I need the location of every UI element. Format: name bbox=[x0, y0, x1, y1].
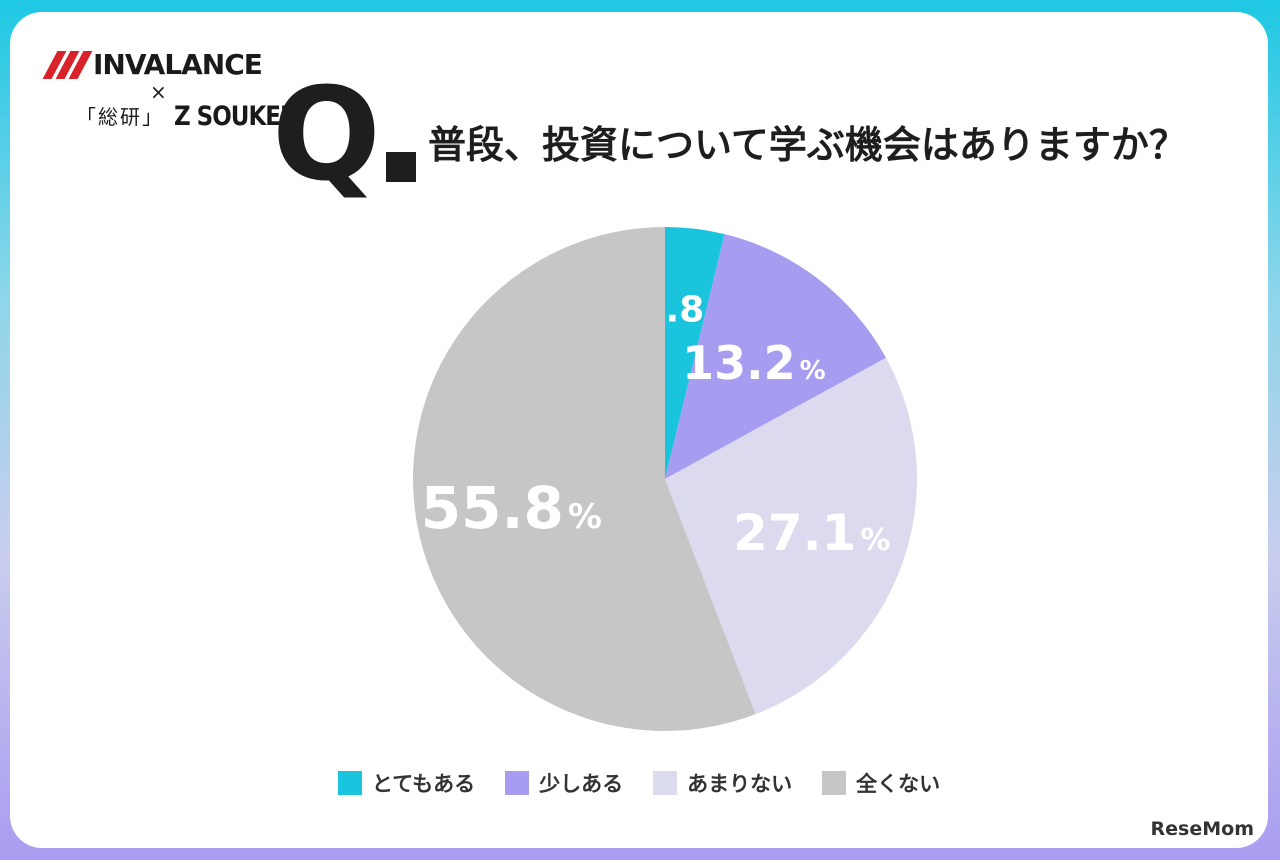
logo-cross: × bbox=[150, 80, 167, 104]
pie-slice bbox=[413, 227, 756, 732]
pie-slice bbox=[665, 234, 886, 479]
souken-mark: 「総研」 bbox=[76, 105, 164, 129]
chart-card: INVALANCE × 「総研」 Z SOUKEN Q 普段、投資について学ぶ機… bbox=[10, 12, 1268, 848]
pie-chart: 3.8%13.2%27.1%55.8% bbox=[413, 227, 917, 732]
legend-swatch bbox=[337, 771, 362, 795]
legend-label: 少しある bbox=[539, 772, 624, 796]
pie-data-label: 27.1% bbox=[733, 504, 890, 562]
legend-label: あまりない bbox=[687, 772, 793, 796]
question-q-letter: Q bbox=[272, 61, 381, 210]
legend-swatch bbox=[822, 771, 847, 795]
resemom-watermark: ReseMom bbox=[1150, 818, 1254, 840]
question-title: 普段、投資について学ぶ機会はありますか？ bbox=[428, 123, 1187, 167]
legend-item-amari-nai: あまりない bbox=[653, 768, 792, 798]
pie-slice bbox=[665, 227, 725, 479]
question-q-dot bbox=[386, 152, 416, 182]
legend-swatch bbox=[505, 771, 530, 795]
pie-data-label: 13.2% bbox=[682, 336, 826, 390]
legend-item-totemo-aru: とてもある bbox=[337, 768, 476, 798]
legend-item-sukoshi-aru: 少しある bbox=[505, 768, 623, 798]
chart-legend: とてもある 少しある あまりない 全くない bbox=[10, 768, 1268, 798]
invalance-logo-text: INVALANCE bbox=[93, 48, 263, 81]
legend-label: とてもある bbox=[371, 772, 476, 796]
pie-data-label: 55.8% bbox=[421, 474, 602, 542]
z-souken-logo: 「総研」 Z SOUKEN bbox=[76, 102, 299, 132]
invalance-logo: INVALANCE bbox=[42, 48, 263, 81]
pie-slice bbox=[665, 357, 917, 715]
legend-label: 全くない bbox=[856, 772, 941, 796]
souken-logo-text: Z SOUKEN bbox=[174, 102, 299, 132]
legend-swatch bbox=[653, 771, 678, 795]
legend-item-mattaku-nai: 全くない bbox=[822, 768, 940, 798]
